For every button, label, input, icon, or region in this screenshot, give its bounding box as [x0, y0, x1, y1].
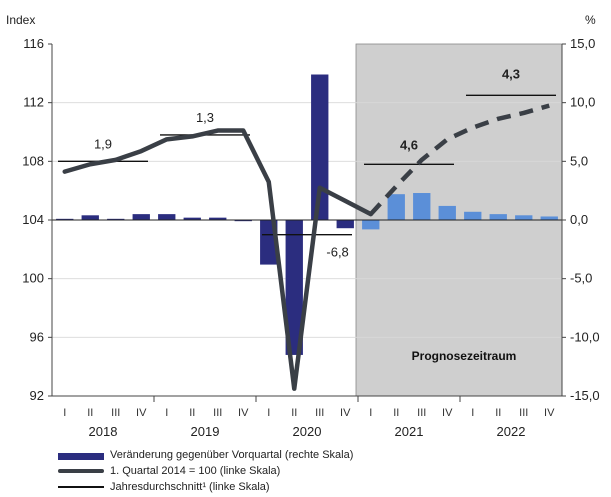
- right-tick-label: 5,0: [570, 153, 588, 168]
- quarter-label: II: [393, 407, 399, 419]
- left-tick-label: 96: [30, 329, 44, 344]
- year-label: 2022: [497, 424, 526, 439]
- index-line-actual: [62, 128, 373, 391]
- axes: [48, 43, 566, 402]
- year-label: 2020: [293, 424, 322, 439]
- legend-label-bars: Veränderung gegenüber Vorquartal (rechte…: [110, 449, 354, 461]
- quarter-label: II: [291, 407, 297, 419]
- right-axis-unit: %: [585, 13, 596, 27]
- bar-q7: [209, 217, 227, 220]
- annotations: 1,9 1,3 -6,8 4,6 4,3: [94, 66, 520, 259]
- quarter-label: I: [63, 407, 66, 419]
- legend-item-index: 1. Quartal 2014 = 100 (linke Skala): [58, 463, 353, 479]
- quarter-label: IV: [238, 407, 249, 419]
- bar-q14: [387, 194, 405, 220]
- annotation-2020: -6,8: [326, 245, 348, 260]
- annotation-2018: 1,9: [94, 136, 112, 151]
- left-tick-label: 108: [22, 153, 44, 168]
- annotation-2019: 1,3: [196, 110, 214, 125]
- bar-q4: [132, 214, 150, 220]
- quarter-label: IV: [340, 407, 351, 419]
- right-tick-label: -5,0: [570, 271, 592, 286]
- bar-q15: [413, 193, 431, 220]
- right-tick-label: -10,0: [570, 329, 600, 344]
- quarter-label: III: [315, 407, 324, 419]
- bar-q20: [540, 216, 558, 220]
- annotation-2022: 4,3: [502, 66, 520, 81]
- annotation-2021: 4,6: [400, 137, 418, 152]
- bar-q10: [285, 220, 303, 355]
- year-label: 2021: [395, 424, 424, 439]
- legend-key-thick-line: [58, 466, 104, 476]
- legend-label-index: 1. Quartal 2014 = 100 (linke Skala): [110, 465, 281, 477]
- index-line-forecast: [369, 103, 550, 216]
- left-tick-label: 112: [23, 95, 44, 110]
- left-axis-unit: Index: [6, 13, 35, 27]
- quarter-label: II: [87, 407, 93, 419]
- bar-q18: [489, 214, 507, 220]
- legend-label-average: Jahresdurchschnitt¹ (linke Skala): [110, 481, 270, 493]
- quarter-label: IV: [136, 407, 147, 419]
- right-tick-label: 10,0: [570, 95, 595, 110]
- forecast-label: Prognosezeitraum: [412, 349, 517, 363]
- right-tick-label: 15,0: [570, 36, 595, 51]
- left-tick-label: 92: [30, 388, 44, 403]
- right-tick-label: -15,0: [570, 388, 600, 403]
- quarter-label: III: [519, 407, 528, 419]
- bar-q19: [515, 215, 533, 220]
- quarter-label: I: [267, 407, 270, 419]
- bar-q8: [234, 220, 252, 222]
- year-label: 2019: [191, 424, 220, 439]
- left-tick-label: 100: [22, 271, 44, 286]
- quarter-label: I: [165, 407, 168, 419]
- tick-labels: 92 96 100 104 108 112 116 -15,0 -10,0 -5,0 0,0 5,0 1…: [22, 36, 599, 439]
- left-tick-label: 104: [22, 212, 44, 227]
- bar-q3: [107, 218, 125, 220]
- quarter-label: IV: [544, 407, 555, 419]
- quarter-label: II: [189, 407, 195, 419]
- bar-q12: [336, 220, 354, 229]
- legend-item-bars: Veränderung gegenüber Vorquartal (rechte…: [58, 447, 353, 463]
- bar-q16: [438, 205, 456, 220]
- bar-q13: [362, 220, 380, 230]
- left-tick-label: 116: [23, 36, 44, 51]
- bar-q2: [81, 215, 99, 220]
- quarter-label: III: [111, 407, 120, 419]
- quarter-label: I: [369, 407, 372, 419]
- bar-q17: [464, 211, 482, 220]
- index-line-series: [62, 103, 550, 391]
- bar-q6: [183, 217, 201, 220]
- bar-q11: [311, 74, 329, 220]
- quarter-label: I: [471, 407, 474, 419]
- year-label: 2018: [89, 424, 118, 439]
- legend: Veränderung gegenüber Vorquartal (rechte…: [58, 447, 353, 495]
- quarter-label: II: [495, 407, 501, 419]
- legend-item-average: Jahresdurchschnitt¹ (linke Skala): [58, 479, 353, 495]
- quarter-label: III: [213, 407, 222, 419]
- quarter-label: IV: [442, 407, 453, 419]
- bar-q1: [56, 218, 74, 220]
- right-tick-label: 0,0: [570, 212, 588, 227]
- legend-key-bar: [58, 452, 104, 460]
- bar-q5: [158, 214, 176, 220]
- quarter-label: III: [417, 407, 426, 419]
- legend-key-thin-line: [58, 482, 104, 492]
